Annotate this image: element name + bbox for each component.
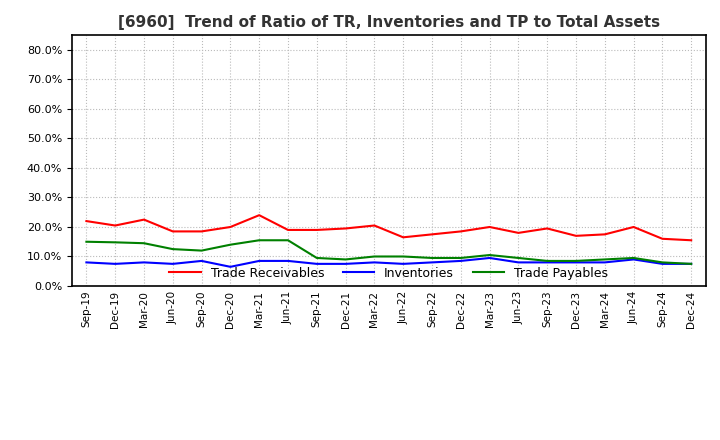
- Inventories: [485, 255, 494, 260]
- Trade Receivables: [600, 232, 609, 237]
- Inventories: [255, 258, 264, 264]
- Inventories: [312, 261, 321, 267]
- Trade Receivables: [514, 230, 523, 235]
- Trade Receivables: [370, 223, 379, 228]
- Trade Receivables: [428, 232, 436, 237]
- Trade Payables: [82, 239, 91, 244]
- Trade Payables: [514, 255, 523, 260]
- Inventories: [111, 261, 120, 267]
- Inventories: [399, 261, 408, 267]
- Line: Trade Receivables: Trade Receivables: [86, 215, 691, 240]
- Trade Receivables: [687, 238, 696, 243]
- Trade Receivables: [341, 226, 350, 231]
- Trade Payables: [370, 254, 379, 259]
- Trade Payables: [485, 253, 494, 258]
- Inventories: [370, 260, 379, 265]
- Trade Receivables: [485, 224, 494, 230]
- Trade Receivables: [168, 229, 177, 234]
- Trade Receivables: [226, 224, 235, 230]
- Inventories: [629, 257, 638, 262]
- Trade Payables: [572, 258, 580, 264]
- Trade Payables: [456, 255, 465, 260]
- Trade Receivables: [284, 227, 292, 233]
- Trade Receivables: [572, 233, 580, 238]
- Inventories: [572, 260, 580, 265]
- Inventories: [284, 258, 292, 264]
- Trade Payables: [600, 257, 609, 262]
- Inventories: [341, 261, 350, 267]
- Inventories: [226, 264, 235, 269]
- Trade Payables: [341, 257, 350, 262]
- Inventories: [168, 261, 177, 267]
- Trade Receivables: [140, 217, 148, 222]
- Inventories: [140, 260, 148, 265]
- Trade Payables: [284, 238, 292, 243]
- Trade Receivables: [658, 236, 667, 242]
- Trade Payables: [399, 254, 408, 259]
- Trade Receivables: [456, 229, 465, 234]
- Trade Payables: [428, 255, 436, 260]
- Inventories: [543, 260, 552, 265]
- Trade Payables: [255, 238, 264, 243]
- Trade Payables: [140, 241, 148, 246]
- Trade Receivables: [312, 227, 321, 233]
- Trade Payables: [629, 255, 638, 260]
- Trade Payables: [226, 242, 235, 247]
- Inventories: [456, 258, 465, 264]
- Inventories: [197, 258, 206, 264]
- Trade Receivables: [543, 226, 552, 231]
- Legend: Trade Receivables, Inventories, Trade Payables: Trade Receivables, Inventories, Trade Pa…: [164, 262, 613, 285]
- Trade Receivables: [255, 213, 264, 218]
- Trade Payables: [687, 261, 696, 267]
- Inventories: [687, 261, 696, 267]
- Trade Payables: [543, 258, 552, 264]
- Inventories: [658, 261, 667, 267]
- Trade Payables: [111, 240, 120, 245]
- Inventories: [514, 260, 523, 265]
- Trade Payables: [312, 255, 321, 260]
- Trade Receivables: [399, 235, 408, 240]
- Trade Receivables: [111, 223, 120, 228]
- Trade Receivables: [82, 218, 91, 224]
- Line: Inventories: Inventories: [86, 258, 691, 267]
- Trade Payables: [197, 248, 206, 253]
- Trade Receivables: [629, 224, 638, 230]
- Inventories: [428, 260, 436, 265]
- Trade Receivables: [197, 229, 206, 234]
- Inventories: [600, 260, 609, 265]
- Inventories: [82, 260, 91, 265]
- Title: [6960]  Trend of Ratio of TR, Inventories and TP to Total Assets: [6960] Trend of Ratio of TR, Inventories…: [118, 15, 660, 30]
- Trade Payables: [658, 260, 667, 265]
- Line: Trade Payables: Trade Payables: [86, 240, 691, 264]
- Trade Payables: [168, 246, 177, 252]
